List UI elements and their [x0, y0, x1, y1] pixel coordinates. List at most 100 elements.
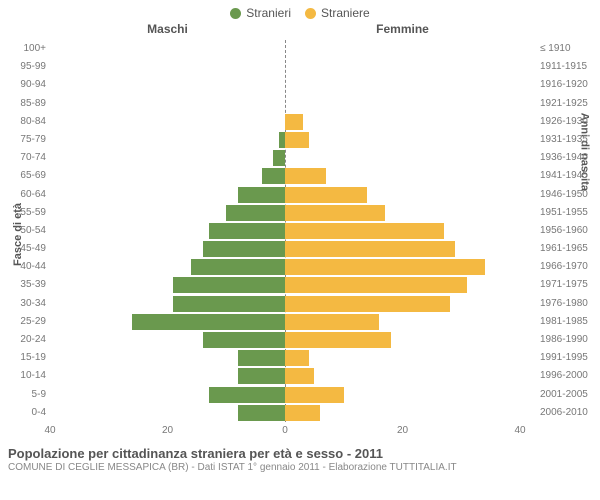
- chart-title: Popolazione per cittadinanza straniera p…: [8, 446, 592, 461]
- pyramid-row: 80-84 1926-1930: [0, 113, 600, 131]
- age-label: 80-84: [0, 113, 46, 131]
- pyramid-row: 90-94 1916-1920: [0, 76, 600, 94]
- pyramid-row: 95-991911-1915: [0, 58, 600, 76]
- legend-swatch-male: [230, 8, 241, 19]
- bar-female: [285, 114, 303, 130]
- age-label: 10-14: [0, 367, 46, 385]
- x-tick: 0: [282, 425, 288, 436]
- x-tick: 40: [44, 425, 55, 436]
- birth-year-label: 1966-1970: [540, 258, 600, 276]
- bar-female: [285, 405, 320, 421]
- legend-label-male: Stranieri: [246, 6, 291, 20]
- pyramid-row: 55-59 1951-1955: [0, 204, 600, 222]
- bar-female: [285, 259, 485, 275]
- pyramid-row: 30-34 1976-1980: [0, 295, 600, 313]
- birth-year-label: 1996-2000: [540, 367, 600, 385]
- age-label: 25-29: [0, 313, 46, 331]
- age-label: 0-4: [0, 404, 46, 422]
- age-label: 85-89: [0, 95, 46, 113]
- bar-female: [285, 296, 450, 312]
- pyramid-row: 15-191991-1995: [0, 349, 600, 367]
- age-label: 35-39: [0, 276, 46, 294]
- bar-female: [285, 387, 344, 403]
- age-label: 50-54: [0, 222, 46, 240]
- birth-year-label: 1951-1955: [540, 204, 600, 222]
- bar-male: [209, 223, 285, 239]
- bar-female: [285, 277, 467, 293]
- legend: Stranieri Straniere: [0, 0, 600, 22]
- age-label: 40-44: [0, 258, 46, 276]
- age-label: 15-19: [0, 349, 46, 367]
- pyramid-row: 60-64 1946-1950: [0, 186, 600, 204]
- age-label: 75-79: [0, 131, 46, 149]
- birth-year-label: 1931-1935: [540, 131, 600, 149]
- x-tick: 20: [162, 425, 173, 436]
- pyramid-row: 25-29 1981-1985: [0, 313, 600, 331]
- bar-male: [238, 405, 285, 421]
- age-label: 100+: [0, 40, 46, 58]
- bar-female: [285, 314, 379, 330]
- column-header-male: Maschi: [50, 22, 285, 36]
- age-label: 60-64: [0, 186, 46, 204]
- bar-female: [285, 350, 309, 366]
- chart-area: Fasce di età Anni di nascita 100+≤ 19109…: [0, 40, 600, 444]
- age-label: 65-69: [0, 167, 46, 185]
- birth-year-label: 1936-1940: [540, 149, 600, 167]
- bar-male: [238, 350, 285, 366]
- birth-year-label: 2001-2005: [540, 386, 600, 404]
- pyramid-row: 0-4 2006-2010: [0, 404, 600, 422]
- bar-male: [238, 187, 285, 203]
- chart-subtitle: COMUNE DI CEGLIE MESSAPICA (BR) - Dati I…: [8, 462, 592, 473]
- birth-year-label: 1961-1965: [540, 240, 600, 258]
- bar-male: [173, 296, 285, 312]
- bar-female: [285, 187, 367, 203]
- birth-year-label: 1911-1915: [540, 58, 600, 76]
- bar-male: [191, 259, 285, 275]
- bar-female: [285, 168, 326, 184]
- birth-year-label: 1916-1920: [540, 76, 600, 94]
- age-label: 90-94: [0, 76, 46, 94]
- pyramid-row: 45-49 1961-1965: [0, 240, 600, 258]
- x-axis: 402002040: [0, 422, 600, 444]
- birth-year-label: 2006-2010: [540, 404, 600, 422]
- bar-female: [285, 223, 444, 239]
- pyramid-row: 100+ ≤ 1910: [0, 40, 600, 58]
- bar-male: [132, 314, 285, 330]
- bar-male: [262, 168, 286, 184]
- pyramid-row: 10-14 1996-2000: [0, 367, 600, 385]
- birth-year-label: ≤ 1910: [540, 40, 600, 58]
- x-tick: 20: [397, 425, 408, 436]
- bar-female: [285, 368, 314, 384]
- legend-label-female: Straniere: [321, 6, 370, 20]
- birth-year-label: 1976-1980: [540, 295, 600, 313]
- pyramid-row: 85-89 1921-1925: [0, 95, 600, 113]
- birth-year-label: 1921-1925: [540, 95, 600, 113]
- bar-male: [203, 241, 285, 257]
- birth-year-label: 1981-1985: [540, 313, 600, 331]
- birth-year-label: 1941-1945: [540, 167, 600, 185]
- bar-male: [273, 150, 285, 166]
- birth-year-label: 1986-1990: [540, 331, 600, 349]
- column-header-female: Femmine: [285, 22, 520, 36]
- pyramid-row: 35-39 1971-1975: [0, 276, 600, 294]
- birth-year-label: 1956-1960: [540, 222, 600, 240]
- age-label: 30-34: [0, 295, 46, 313]
- bar-male: [203, 332, 285, 348]
- bar-male: [226, 205, 285, 221]
- age-label: 55-59: [0, 204, 46, 222]
- age-label: 5-9: [0, 386, 46, 404]
- legend-item-female: Straniere: [305, 6, 370, 20]
- bar-female: [285, 132, 309, 148]
- pyramid-row: 40-44 1966-1970: [0, 258, 600, 276]
- column-headers: Maschi Femmine: [0, 22, 600, 38]
- age-label: 70-74: [0, 149, 46, 167]
- footer: Popolazione per cittadinanza straniera p…: [0, 444, 600, 473]
- birth-year-label: 1971-1975: [540, 276, 600, 294]
- legend-item-male: Stranieri: [230, 6, 291, 20]
- bar-male: [238, 368, 285, 384]
- pyramid-row: 20-241986-1990: [0, 331, 600, 349]
- birth-year-label: 1946-1950: [540, 186, 600, 204]
- age-label: 45-49: [0, 240, 46, 258]
- birth-year-label: 1926-1930: [540, 113, 600, 131]
- pyramid-row: 65-69 1941-1945: [0, 167, 600, 185]
